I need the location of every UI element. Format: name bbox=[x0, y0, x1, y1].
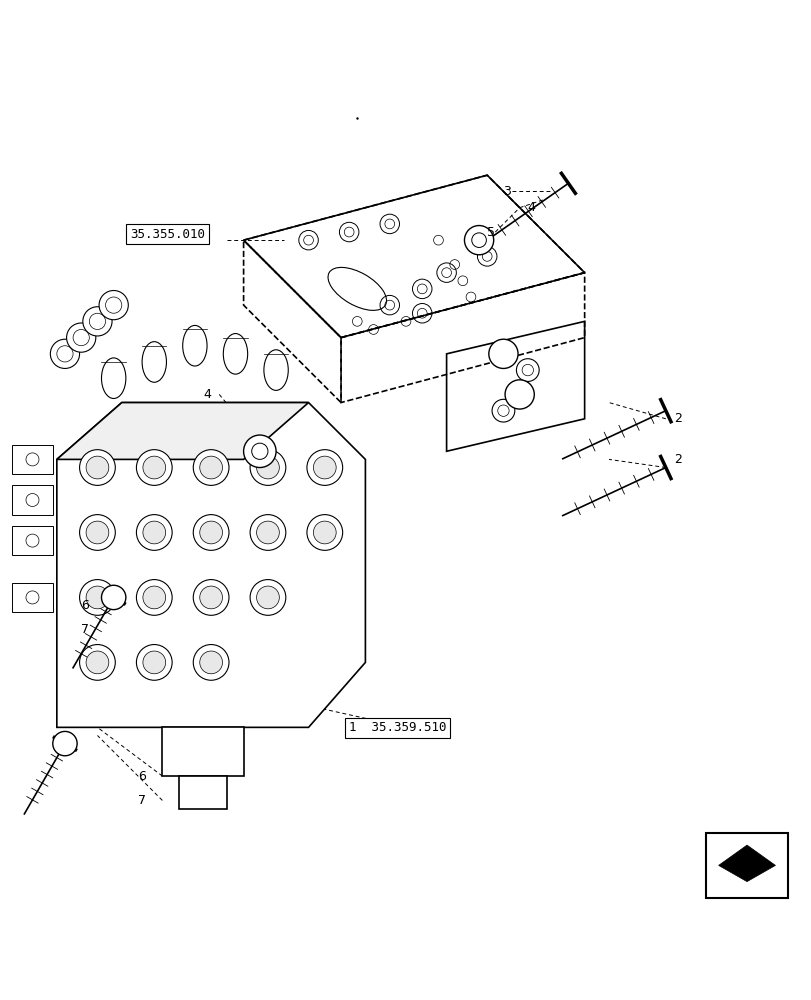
Text: 6: 6 bbox=[81, 599, 89, 612]
Text: 3: 3 bbox=[503, 185, 511, 198]
Polygon shape bbox=[162, 727, 243, 776]
Circle shape bbox=[464, 226, 493, 255]
Polygon shape bbox=[243, 175, 584, 338]
Text: 2: 2 bbox=[673, 412, 681, 425]
Bar bbox=[12, 583, 53, 612]
Circle shape bbox=[307, 515, 342, 550]
Circle shape bbox=[79, 450, 115, 485]
Ellipse shape bbox=[101, 358, 126, 398]
Circle shape bbox=[504, 380, 534, 409]
Circle shape bbox=[50, 339, 79, 368]
Circle shape bbox=[250, 580, 285, 615]
Circle shape bbox=[313, 521, 336, 544]
Circle shape bbox=[101, 585, 126, 610]
Circle shape bbox=[200, 586, 222, 609]
Circle shape bbox=[136, 515, 172, 550]
Text: 5: 5 bbox=[487, 226, 495, 239]
Text: 4: 4 bbox=[527, 201, 535, 214]
Bar bbox=[12, 445, 53, 474]
Circle shape bbox=[86, 456, 109, 479]
Circle shape bbox=[193, 450, 229, 485]
Circle shape bbox=[193, 580, 229, 615]
Circle shape bbox=[143, 586, 165, 609]
Text: 1  35.359.510: 1 35.359.510 bbox=[349, 721, 446, 734]
Circle shape bbox=[99, 291, 128, 320]
Polygon shape bbox=[57, 403, 365, 727]
Circle shape bbox=[136, 645, 172, 680]
Circle shape bbox=[86, 651, 109, 674]
Text: 7: 7 bbox=[138, 794, 146, 807]
Text: 4: 4 bbox=[203, 388, 211, 401]
Circle shape bbox=[83, 307, 112, 336]
Circle shape bbox=[136, 450, 172, 485]
Circle shape bbox=[53, 731, 77, 756]
Circle shape bbox=[79, 645, 115, 680]
Circle shape bbox=[86, 521, 109, 544]
Polygon shape bbox=[178, 776, 227, 809]
Circle shape bbox=[79, 515, 115, 550]
Text: 7: 7 bbox=[81, 623, 89, 636]
Ellipse shape bbox=[182, 325, 207, 366]
Circle shape bbox=[256, 456, 279, 479]
Circle shape bbox=[313, 456, 336, 479]
Circle shape bbox=[256, 521, 279, 544]
Circle shape bbox=[143, 521, 165, 544]
Bar bbox=[12, 526, 53, 555]
Circle shape bbox=[79, 580, 115, 615]
Text: 35.355.010: 35.355.010 bbox=[130, 228, 204, 241]
Polygon shape bbox=[57, 403, 308, 459]
Circle shape bbox=[143, 456, 165, 479]
Circle shape bbox=[193, 645, 229, 680]
Circle shape bbox=[200, 521, 222, 544]
Circle shape bbox=[136, 580, 172, 615]
Circle shape bbox=[250, 450, 285, 485]
Circle shape bbox=[200, 651, 222, 674]
Circle shape bbox=[256, 586, 279, 609]
Polygon shape bbox=[718, 845, 775, 882]
Circle shape bbox=[143, 651, 165, 674]
Circle shape bbox=[307, 450, 342, 485]
Text: 6: 6 bbox=[138, 770, 146, 783]
Bar bbox=[706, 833, 787, 898]
Circle shape bbox=[86, 586, 109, 609]
Ellipse shape bbox=[223, 334, 247, 374]
Circle shape bbox=[243, 435, 276, 468]
Circle shape bbox=[250, 515, 285, 550]
Polygon shape bbox=[446, 321, 584, 451]
Text: 2: 2 bbox=[673, 453, 681, 466]
Ellipse shape bbox=[264, 350, 288, 390]
Circle shape bbox=[67, 323, 96, 352]
Circle shape bbox=[200, 456, 222, 479]
Bar bbox=[12, 485, 53, 515]
Circle shape bbox=[193, 515, 229, 550]
Ellipse shape bbox=[142, 342, 166, 382]
Circle shape bbox=[488, 339, 517, 368]
